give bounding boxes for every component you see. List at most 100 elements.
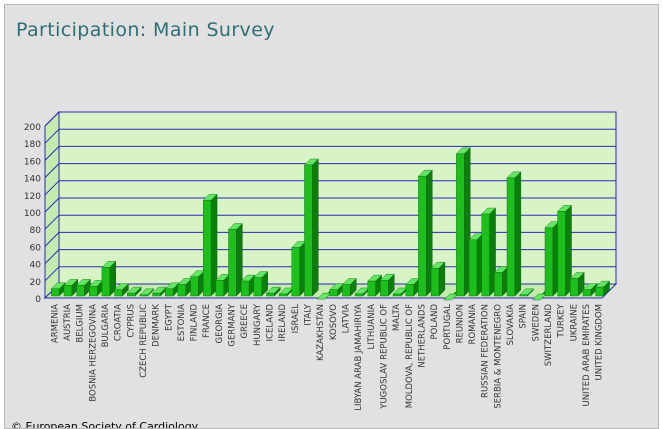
bar (215, 273, 231, 297)
y-tick-label: 180 (24, 140, 41, 150)
x-tick-label: PORTUGAL (443, 304, 453, 350)
x-tick-label: ROMANIA (468, 304, 478, 345)
bar (126, 286, 142, 297)
x-tick-label: AUSTRIA (63, 304, 73, 341)
y-tick-label: 200 (24, 123, 41, 133)
bar-front-face (582, 289, 592, 297)
bar (253, 271, 269, 297)
bar-front-face (165, 288, 174, 297)
x-tick-label: RUSSIAN FEDERATION (481, 304, 491, 398)
bar-front-face (89, 286, 98, 297)
bar (379, 273, 395, 297)
copyright-credit: © European Society of Cardiology (11, 420, 199, 429)
bar-front-face (468, 239, 478, 297)
bar-front-face (177, 284, 186, 297)
x-tick-label: ISRAEL (291, 304, 301, 334)
gridline-side (44, 232, 60, 247)
bar (101, 260, 117, 297)
y-tick-label: 20 (30, 278, 42, 288)
bar (493, 265, 509, 297)
bar (405, 278, 421, 297)
gridline-side (44, 180, 60, 196)
bar-front-face (456, 153, 465, 297)
x-tick-label: UNITED KINGDOM (595, 304, 605, 381)
bar-front-face (430, 267, 440, 297)
x-tick-label: ESTONIA (177, 304, 187, 342)
bar-front-face (367, 280, 376, 297)
bar (291, 241, 307, 297)
bar-front-face (570, 278, 579, 297)
x-tick-label: POLAND (430, 304, 440, 340)
y-tick-label: 40 (30, 261, 42, 271)
bar-side-face (514, 171, 522, 297)
gridline-side (44, 128, 60, 144)
bar (88, 279, 104, 297)
bar-front-face (190, 276, 199, 297)
x-tick-label: SLOVAKIA (506, 304, 516, 346)
x-tick-label: REUNION (455, 304, 465, 343)
bar-front-face (304, 164, 313, 297)
x-tick-label: CROATIA (114, 304, 124, 341)
x-tick-label: EGYPT (164, 303, 174, 331)
bar-front-face (253, 277, 262, 297)
bar (76, 278, 91, 297)
bar-front-face (380, 280, 389, 297)
y-tick-label: 0 (35, 295, 41, 305)
x-tick-label: SWEDEN (531, 304, 541, 341)
bar (544, 221, 560, 297)
x-tick-label: LIBYAN ARAB JAMAHIRIYA (354, 304, 364, 411)
x-tick-label: GERMANY (228, 303, 238, 346)
y-tick-label: 80 (30, 226, 42, 236)
bar-front-face (202, 200, 212, 297)
x-tick-label: GREECE (240, 304, 250, 339)
x-tick-label: GEORGIA (215, 304, 225, 344)
bar-front-face (595, 286, 604, 297)
x-tick-label: BOSNIA HERZEGOVINA (88, 304, 98, 402)
bar-front-face (481, 213, 490, 297)
y-tick-label: 160 (24, 157, 41, 167)
bar-front-face (215, 280, 224, 297)
x-tick-label: ICELAND (266, 304, 276, 342)
bar-front-face (278, 293, 288, 297)
bar (164, 282, 180, 297)
bar-front-face (519, 294, 528, 297)
bar (506, 171, 522, 297)
bar (557, 204, 572, 297)
x-tick-label: DENMARK (152, 304, 162, 347)
bar (152, 286, 167, 297)
bar (519, 288, 534, 297)
x-tick-label: MOLDOVA, REPUBLIC OF (405, 304, 415, 408)
x-tick-label: BELGIUM (76, 304, 86, 343)
bar-front-face (51, 288, 60, 297)
bar-front-face (139, 294, 148, 297)
x-tick-label: IRELAND (278, 304, 288, 342)
y-tick-label: 60 (30, 243, 42, 253)
bar-front-face (127, 292, 136, 297)
bar-front-face (76, 285, 85, 297)
bar-front-face (63, 285, 72, 297)
bar (303, 158, 319, 297)
bar (139, 288, 155, 297)
bar-side-face (312, 158, 319, 297)
y-tick-label: 120 (24, 192, 41, 202)
bar (430, 261, 446, 297)
x-tick-label: CZECH REPUBLIC (139, 304, 149, 378)
bar-front-face (266, 292, 275, 297)
x-tick-label: SWITZERLAND (544, 304, 554, 367)
bar (481, 207, 497, 297)
bar (569, 272, 585, 297)
bar (50, 282, 66, 297)
bar (202, 193, 218, 297)
x-tick-label: CYPRUS (126, 304, 136, 338)
bar (114, 283, 129, 297)
bar-front-face (152, 292, 161, 297)
bar (278, 287, 294, 297)
plot-area: 0 20 40 60 80 100 120 140 160 180 200 (24, 110, 618, 305)
y-tick-label: 140 (24, 175, 41, 185)
x-tick-label: ARMENIA (50, 304, 60, 343)
bar (595, 280, 610, 297)
bar-front-face (291, 247, 300, 297)
gridline-side (44, 111, 60, 127)
bar (341, 278, 357, 297)
bar (190, 270, 205, 297)
